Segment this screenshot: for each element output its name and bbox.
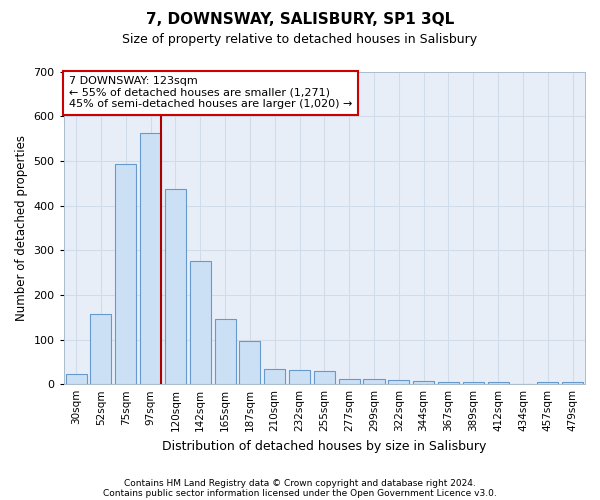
Bar [289,370,310,384]
Bar [388,380,409,384]
Bar [91,314,112,384]
Bar [562,382,583,384]
Bar [65,374,86,384]
Y-axis label: Number of detached properties: Number of detached properties [15,135,28,321]
Bar [190,262,211,384]
Bar [364,379,385,384]
Bar [314,371,335,384]
Text: Contains public sector information licensed under the Open Government Licence v3: Contains public sector information licen… [103,488,497,498]
Bar [463,382,484,384]
Bar [165,189,186,384]
Bar [239,341,260,384]
Text: 7 DOWNSWAY: 123sqm
← 55% of detached houses are smaller (1,271)
45% of semi-deta: 7 DOWNSWAY: 123sqm ← 55% of detached hou… [69,76,352,110]
Bar [537,382,559,384]
Bar [413,381,434,384]
Text: Contains HM Land Registry data © Crown copyright and database right 2024.: Contains HM Land Registry data © Crown c… [124,478,476,488]
X-axis label: Distribution of detached houses by size in Salisbury: Distribution of detached houses by size … [162,440,487,452]
Bar [338,379,360,384]
Bar [115,164,136,384]
Bar [215,318,236,384]
Bar [438,382,459,384]
Text: Size of property relative to detached houses in Salisbury: Size of property relative to detached ho… [122,32,478,46]
Text: 7, DOWNSWAY, SALISBURY, SP1 3QL: 7, DOWNSWAY, SALISBURY, SP1 3QL [146,12,454,28]
Bar [264,368,285,384]
Bar [488,382,509,384]
Bar [140,132,161,384]
